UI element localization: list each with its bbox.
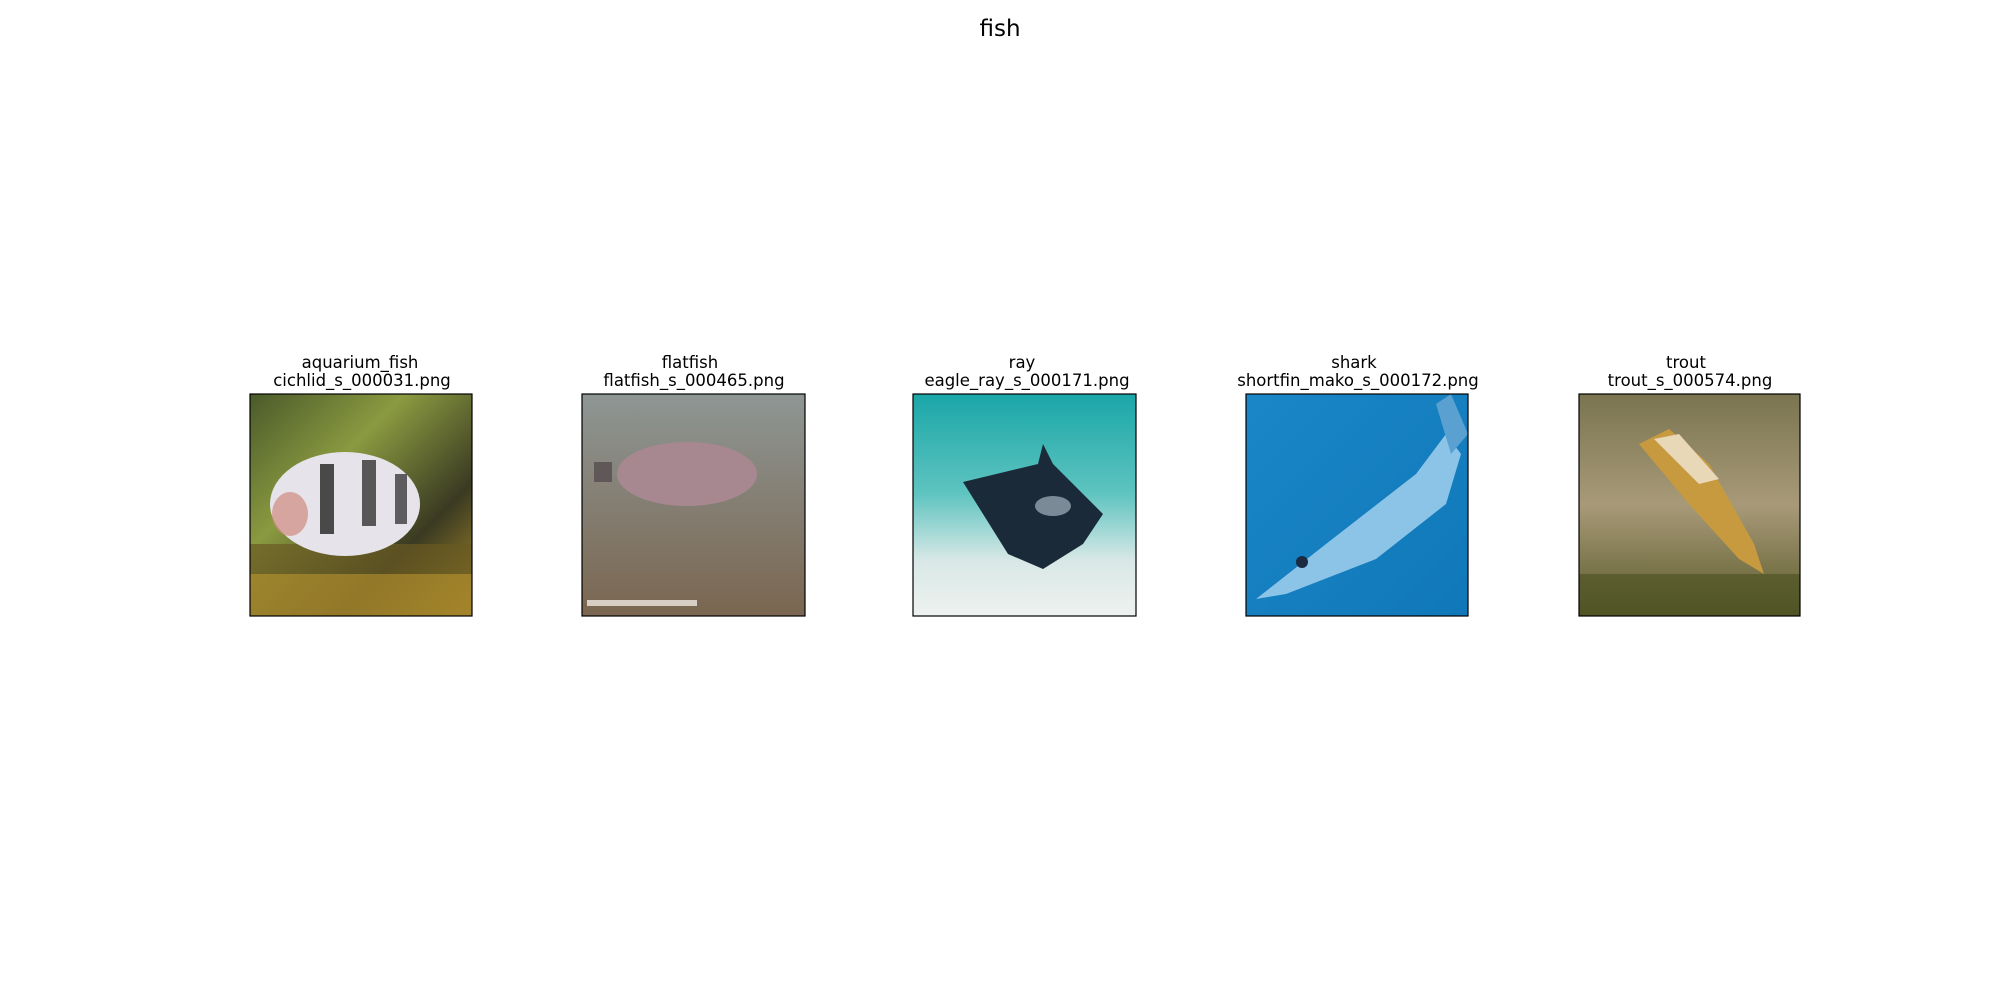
frame bbox=[581, 393, 806, 617]
thumbnail bbox=[1246, 394, 1468, 616]
panel-label: ray bbox=[1009, 353, 1036, 372]
panel-label: trout bbox=[1666, 353, 1706, 372]
panel-file: flatfish_s_000465.png bbox=[603, 371, 784, 391]
figure-title: fish bbox=[979, 16, 1020, 42]
thumbnail bbox=[250, 394, 472, 616]
frame bbox=[1245, 393, 1469, 617]
thumbnail bbox=[913, 394, 1136, 616]
panel-file: cichlid_s_000031.png bbox=[273, 371, 451, 391]
panel-file: eagle_ray_s_000171.png bbox=[924, 371, 1129, 391]
panel-file: shortfin_mako_s_000172.png bbox=[1237, 371, 1478, 391]
panel-label: shark bbox=[1331, 353, 1377, 372]
panel-label: aquarium_fish bbox=[302, 353, 419, 373]
thumbnail bbox=[582, 394, 805, 616]
frame bbox=[1578, 393, 1801, 617]
frame bbox=[912, 393, 1137, 617]
panel-label: flatfish bbox=[662, 353, 718, 372]
frame bbox=[249, 393, 473, 617]
panel-file: trout_s_000574.png bbox=[1608, 371, 1773, 391]
thumbnail bbox=[1579, 394, 1800, 616]
